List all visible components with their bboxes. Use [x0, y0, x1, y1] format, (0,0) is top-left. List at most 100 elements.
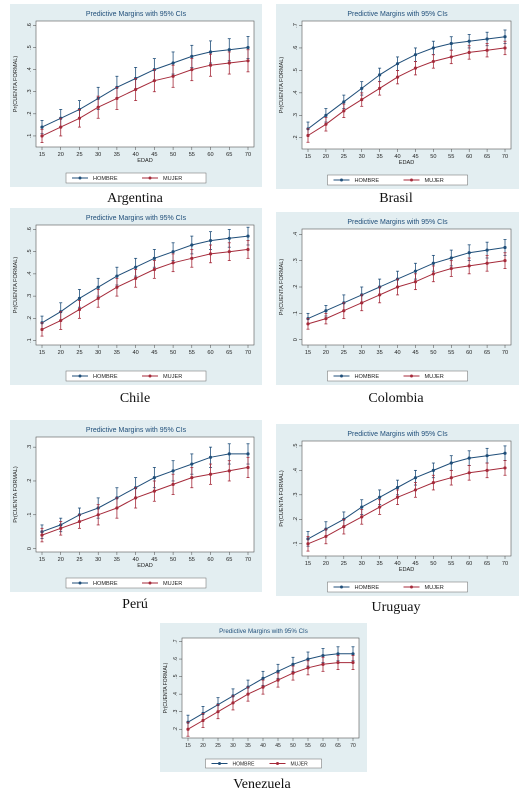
legend-marker: [340, 585, 343, 589]
data-point: [503, 245, 507, 250]
legend-box: [65, 370, 207, 382]
legend-label: HOMBRE: [93, 581, 118, 587]
series-mujer: [306, 40, 507, 143]
data-point: [413, 280, 418, 284]
x-tick-label: 50: [170, 350, 176, 356]
y-tick-label: .2: [173, 727, 179, 731]
data-point: [431, 480, 435, 485]
series-line: [307, 452, 506, 540]
data-point: [208, 50, 213, 54]
data-point: [413, 269, 418, 273]
data-point: [246, 452, 250, 456]
chart-title: Predictive Margins with 95% CIs: [347, 219, 448, 226]
x-tick-label: 55: [189, 557, 195, 563]
x-tick-label: 35: [377, 154, 383, 160]
y-tick-label: .5: [293, 68, 299, 73]
data-point: [449, 476, 453, 480]
x-tick-label: 35: [114, 350, 120, 356]
legend-box: [327, 581, 468, 593]
x-tick-label: 45: [275, 743, 281, 749]
series-line: [41, 248, 249, 330]
data-point: [208, 238, 213, 243]
series-line: [41, 466, 249, 536]
y-tick-label: .5: [173, 674, 179, 678]
series-mujer: [40, 456, 250, 543]
x-tick-label: 15: [305, 561, 311, 567]
legend-marker: [78, 581, 82, 585]
legend-box: [205, 758, 322, 769]
plot-area: [181, 637, 360, 739]
data-point: [503, 46, 507, 50]
y-tick-label: .1: [27, 512, 33, 517]
data-point: [291, 662, 295, 666]
data-point: [467, 456, 471, 460]
x-tick-label: 30: [359, 561, 365, 567]
data-point: [336, 660, 340, 665]
x-tick-label: 25: [341, 350, 347, 356]
data-point: [321, 662, 325, 666]
data-point: [485, 37, 489, 41]
data-point: [351, 660, 355, 665]
x-tick-label: 25: [76, 557, 82, 563]
x-tick-label: 55: [448, 154, 454, 160]
chart-title: Predictive Margins with 95% CIs: [347, 11, 448, 18]
x-tick-label: 65: [484, 154, 490, 160]
x-tick-label: 60: [466, 154, 472, 160]
legend-label: MUJER: [163, 374, 182, 380]
series-line: [307, 247, 506, 320]
data-point: [190, 243, 194, 247]
x-tick-label: 70: [245, 350, 251, 356]
legend: HOMBRE MUJER: [327, 581, 468, 593]
legend: HOMBRE MUJER: [65, 370, 207, 382]
data-point: [261, 676, 265, 680]
y-axis-label: Pr(CUENTA FORMAL): [279, 57, 285, 114]
data-point: [342, 525, 346, 529]
legend-marker: [410, 374, 413, 378]
legend: HOMBRE MUJER: [65, 577, 207, 589]
data-point: [378, 86, 382, 90]
data-point: [306, 133, 310, 138]
chart-title: Predictive Margins with 95% CIs: [347, 431, 448, 438]
x-tick-label: 60: [207, 152, 213, 158]
data-point: [59, 318, 63, 323]
data-point: [306, 657, 310, 661]
y-tick-label: .1: [293, 311, 299, 316]
series-mujer: [40, 49, 250, 143]
x-axis-label: EDAD: [137, 158, 153, 164]
data-point: [276, 678, 280, 682]
data-point: [227, 236, 231, 240]
data-point: [503, 466, 507, 470]
legend: HOMBRE MUJER: [205, 758, 322, 769]
y-tick-label: .3: [27, 294, 33, 299]
x-axis-label: EDAD: [399, 160, 415, 166]
data-point: [77, 307, 82, 312]
plot-area: [35, 224, 255, 346]
y-tick-label: .6: [27, 227, 33, 232]
data-point: [276, 669, 280, 673]
data-point: [360, 301, 364, 305]
x-tick-label: 60: [207, 557, 213, 563]
y-tick-label: 0: [293, 338, 299, 341]
data-point: [413, 53, 418, 57]
data-point: [395, 495, 400, 499]
legend-label: MUJER: [291, 762, 309, 768]
x-tick-label: 65: [335, 743, 341, 749]
data-point: [378, 495, 382, 499]
y-tick-label: .1: [27, 338, 33, 343]
legend-marker: [410, 585, 413, 589]
data-point: [96, 513, 100, 517]
x-tick-label: 25: [76, 152, 82, 158]
x-tick-label: 60: [466, 350, 472, 356]
data-point: [208, 455, 213, 459]
data-point: [324, 309, 328, 313]
legend-box: [65, 172, 207, 184]
data-point: [360, 97, 364, 102]
x-tick-label: 60: [320, 743, 326, 749]
data-point: [171, 261, 175, 265]
data-point: [324, 317, 328, 321]
series-mujer: [306, 252, 507, 330]
chart-panel-chile: Predictive Margins with 95% CIs .1 .2 .3 .4.…: [10, 208, 262, 385]
data-point: [40, 327, 44, 332]
x-tick-label: 15: [39, 350, 45, 356]
y-tick-label: .3: [173, 709, 179, 713]
